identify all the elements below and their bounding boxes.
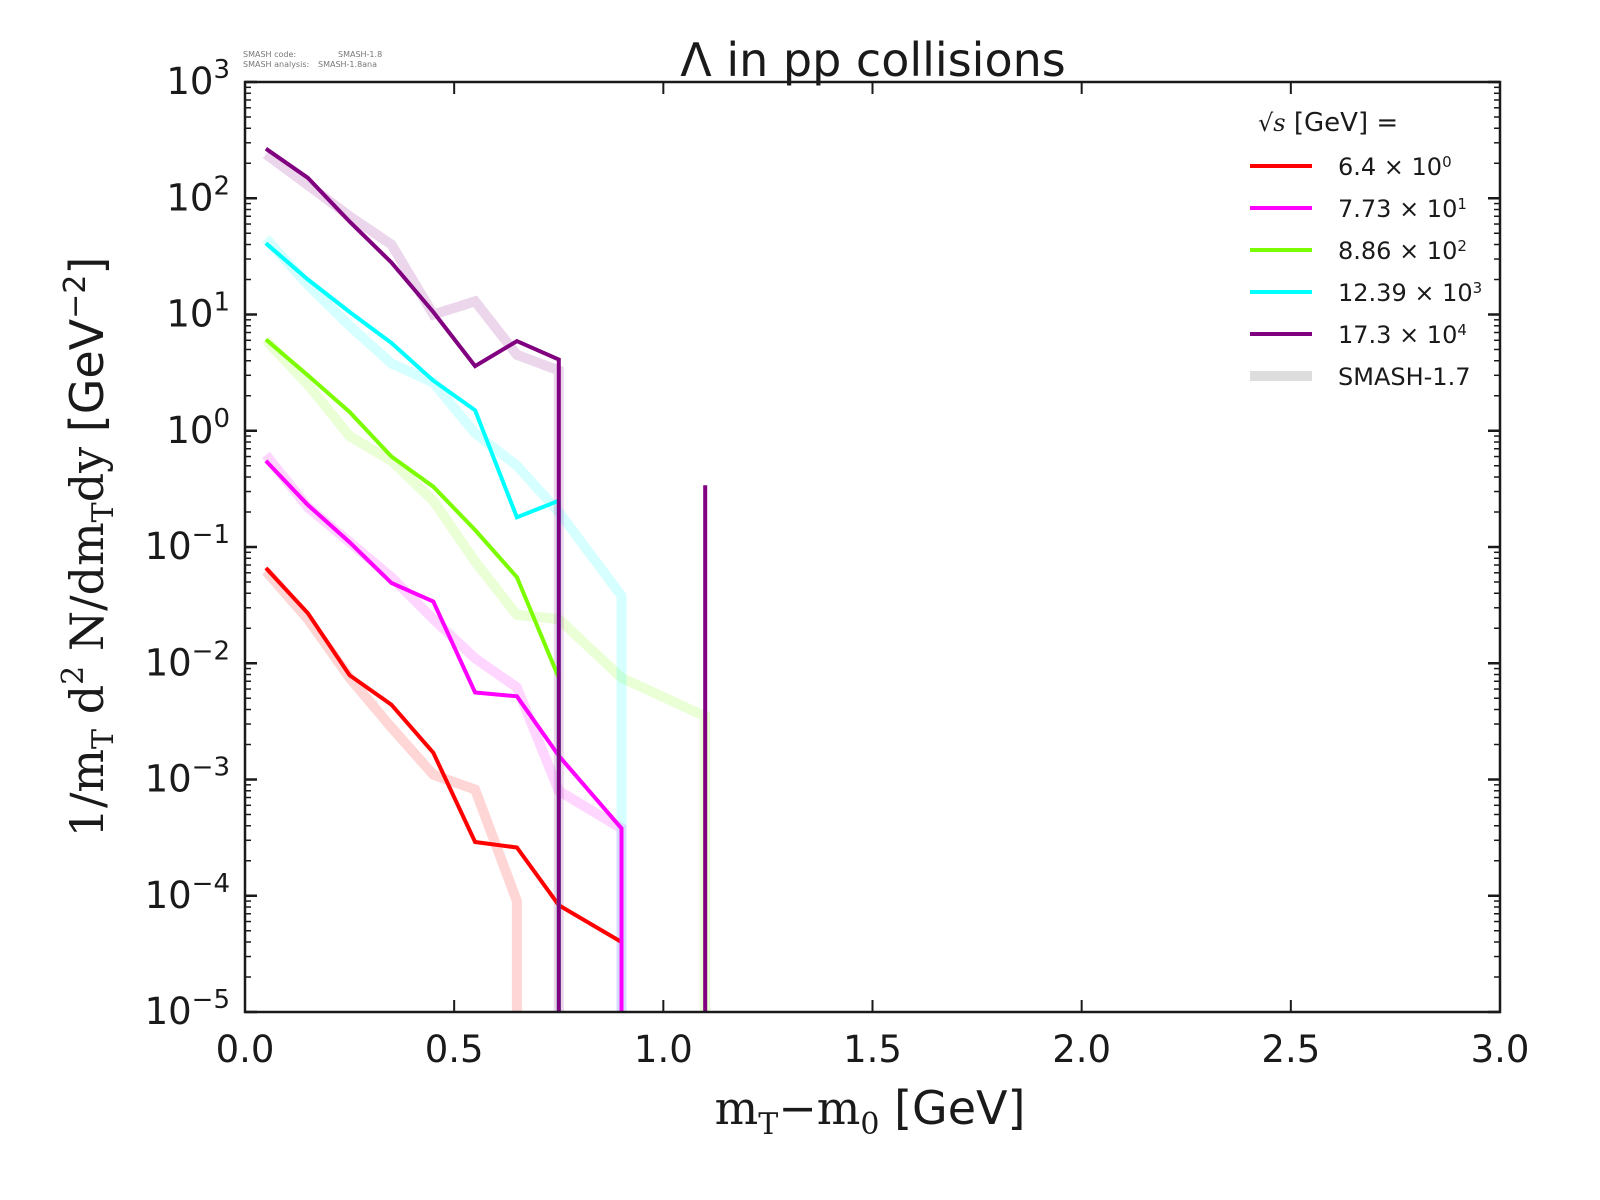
ticks-group — [244, 80, 1501, 1014]
legend-entry-6-4-100: 6.4 × 100 — [1250, 153, 1452, 181]
legend-title-sqrt-s: √s — [1258, 109, 1286, 137]
x-label-unit: [GeV] — [879, 1081, 1025, 1135]
x-tick-label: 3.0 — [1471, 1028, 1530, 1071]
legend-title-unit: [GeV] = — [1286, 108, 1399, 138]
legend-label: 17.3 × 104 — [1338, 321, 1467, 349]
legend-label: 12.39 × 103 — [1338, 279, 1482, 307]
legend-entry-17-3-104: 17.3 × 104 — [1250, 321, 1467, 349]
y-tick-label: 102 — [166, 171, 230, 219]
y-tick-label: 10−4 — [145, 869, 230, 917]
y-label-unit-sup: −2 — [58, 275, 93, 319]
y-label-part-c: N/dm — [60, 522, 114, 665]
legend-entry-8-86-102: 8.86 × 102 — [1250, 237, 1467, 265]
y-label-part-d: dy — [60, 432, 114, 502]
series-line-17-3-gev-smash-1-8 — [264, 147, 708, 1012]
x-label-minus-m: −m — [778, 1081, 860, 1135]
y-tick-label: 100 — [166, 404, 230, 452]
y-label-unit: [GeV — [60, 318, 114, 432]
chart-title: Λ in pp collisions — [680, 33, 1065, 87]
reference-series-group — [261, 150, 711, 1012]
y-tick-label: 10−2 — [145, 636, 230, 684]
x-tick-labels: 0.0 0.5 1.0 1.5 2.0 2.5 3.0 — [216, 1028, 1530, 1071]
series-line-8-86-gev-smash-1-8 — [264, 337, 561, 1012]
series-line-12-39-gev-smash-1-7 — [262, 235, 627, 1012]
y-tick-label: 103 — [166, 55, 230, 103]
current-series-group — [264, 147, 708, 1012]
legend-label: SMASH-1.7 — [1338, 363, 1470, 391]
x-tick-label: 1.0 — [634, 1028, 693, 1071]
legend: √s [GeV] = 6.4 × 100 7.73 × 101 8.86 × 102… — [1250, 108, 1482, 391]
y-axis-label: 1/mT d2 N/dmTdy [GeV−2] — [56, 257, 121, 838]
legend-entries: 6.4 × 100 7.73 × 101 8.86 × 102 12.39 × 103… — [1250, 153, 1482, 391]
series-line-6-4-gev-smash-1-8 — [264, 566, 624, 1012]
x-tick-label: 1.5 — [843, 1028, 902, 1071]
series-line-12-39-gev-smash-1-8 — [264, 241, 561, 1012]
stamp-analysis-label: SMASH analysis: — [243, 60, 309, 69]
series-line-8-86-gev-smash-1-7 — [262, 336, 711, 1012]
legend-label: 7.73 × 101 — [1338, 195, 1467, 223]
x-tick-label: 0.0 — [216, 1028, 275, 1071]
x-axis-label: mT−m0 [GeV] — [715, 1081, 1026, 1142]
plot-frame — [243, 80, 1502, 1014]
y-tick-label: 10−5 — [145, 985, 230, 1033]
y-label-part-b: d — [60, 685, 114, 729]
y-tick-label: 10−1 — [145, 520, 230, 568]
legend-entry-smash-1-7: SMASH-1.7 — [1250, 363, 1470, 391]
series-line-7-73-gev-smash-1-8 — [264, 459, 624, 1012]
x-label-sub-0: 0 — [860, 1107, 879, 1142]
y-label-sub-t1: T — [86, 729, 121, 749]
y-label-sub-t2: T — [86, 502, 121, 522]
y-label-close: ] — [60, 257, 114, 275]
legend-label: 8.86 × 102 — [1338, 237, 1467, 265]
legend-entry-7-73-101: 7.73 × 101 — [1250, 195, 1467, 223]
legend-title: √s [GeV] = — [1258, 108, 1398, 138]
y-tick-label: 10−3 — [145, 753, 230, 801]
x-label-sub-t: T — [758, 1107, 778, 1142]
y-tick-label: 101 — [166, 288, 230, 336]
x-tick-label: 2.5 — [1261, 1028, 1320, 1071]
y-tick-labels: 103 102 101 100 10−1 10−2 10−3 10−4 10−5 — [145, 55, 230, 1033]
stamp-code-value: SMASH-1.8 — [338, 50, 382, 59]
y-label-sup-2: 2 — [56, 666, 91, 685]
x-tick-label: 2.0 — [1052, 1028, 1111, 1071]
x-tick-label: 0.5 — [425, 1028, 484, 1071]
legend-label: 6.4 × 100 — [1338, 153, 1452, 181]
stamp-code-label: SMASH code: — [243, 50, 296, 59]
series-line-6-4-gev-smash-1-7 — [262, 567, 522, 1012]
y-label-part-a: 1/m — [60, 749, 114, 837]
smash-code-stamp: SMASH code: — [243, 50, 296, 59]
legend-entry-12-39-103: 12.39 × 103 — [1250, 279, 1482, 307]
stamp-analysis-value: SMASH-1.8ana — [318, 60, 377, 69]
x-label-m: m — [715, 1081, 759, 1135]
series-line-7-73-gev-smash-1-7 — [261, 451, 627, 1012]
